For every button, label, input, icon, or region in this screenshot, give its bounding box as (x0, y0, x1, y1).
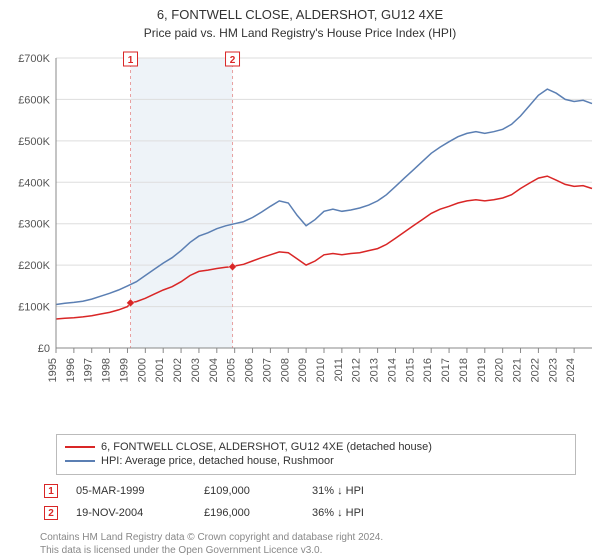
svg-text:£500K: £500K (18, 136, 50, 148)
svg-text:2014: 2014 (386, 358, 398, 382)
footer-line-1: Contains HM Land Registry data © Crown c… (40, 531, 383, 544)
svg-text:2024: 2024 (565, 358, 577, 382)
svg-text:£0: £0 (38, 343, 50, 355)
svg-text:2017: 2017 (440, 358, 452, 382)
svg-text:£600K: £600K (18, 94, 50, 106)
event-date: 19-NOV-2004 (76, 507, 186, 519)
svg-text:2022: 2022 (529, 358, 541, 382)
legend-row: HPI: Average price, detached house, Rush… (65, 454, 567, 468)
svg-text:2015: 2015 (404, 358, 416, 382)
event-table: 1 05-MAR-1999 £109,000 31% ↓ HPI 2 19-NOV-200… (40, 480, 580, 524)
svg-text:2008: 2008 (279, 358, 291, 382)
svg-text:2013: 2013 (369, 358, 381, 382)
svg-text:2005: 2005 (226, 358, 238, 382)
line-chart: £0 £100K £200K £300K £400K £500K £600K £700K 199… (0, 48, 600, 408)
event-delta: 31% ↓ HPI (312, 485, 412, 497)
legend-label: 6, FONTWELL CLOSE, ALDERSHOT, GU12 4XE (… (101, 441, 432, 453)
svg-text:2019: 2019 (476, 358, 488, 382)
svg-text:2018: 2018 (458, 358, 470, 382)
chart-area: £0 £100K £200K £300K £400K £500K £600K £700K 199… (0, 48, 600, 408)
svg-text:2000: 2000 (136, 358, 148, 382)
svg-text:2011: 2011 (333, 358, 345, 382)
legend: 6, FONTWELL CLOSE, ALDERSHOT, GU12 4XE (… (56, 434, 576, 475)
footer-line-2: This data is licensed under the Open Gov… (40, 544, 383, 557)
svg-text:1996: 1996 (65, 358, 77, 382)
event-price: £196,000 (204, 507, 294, 519)
event-marker-badge: 1 (44, 484, 58, 498)
svg-text:£100K: £100K (18, 302, 50, 314)
svg-text:2012: 2012 (351, 358, 363, 382)
svg-text:1999: 1999 (118, 358, 130, 382)
svg-text:2010: 2010 (315, 358, 327, 382)
svg-text:2021: 2021 (512, 358, 524, 382)
legend-label: HPI: Average price, detached house, Rush… (101, 455, 334, 467)
chart-title: 6, FONTWELL CLOSE, ALDERSHOT, GU12 4XE (0, 0, 600, 24)
svg-text:2: 2 (230, 55, 236, 66)
svg-text:2009: 2009 (297, 358, 309, 382)
svg-text:2007: 2007 (261, 358, 273, 382)
attribution-footer: Contains HM Land Registry data © Crown c… (40, 531, 383, 557)
svg-text:2004: 2004 (208, 358, 220, 382)
svg-text:£200K: £200K (18, 260, 50, 272)
svg-text:2001: 2001 (154, 358, 166, 382)
svg-text:2023: 2023 (547, 358, 559, 382)
event-delta: 36% ↓ HPI (312, 507, 412, 519)
legend-swatch (65, 460, 95, 462)
svg-text:1997: 1997 (83, 358, 95, 382)
svg-text:2006: 2006 (244, 358, 256, 382)
svg-text:£700K: £700K (18, 53, 50, 65)
event-date: 05-MAR-1999 (76, 485, 186, 497)
event-marker-badge: 2 (44, 506, 58, 520)
svg-text:£300K: £300K (18, 219, 50, 231)
svg-text:1995: 1995 (47, 358, 59, 382)
svg-text:2002: 2002 (172, 358, 184, 382)
event-row: 2 19-NOV-2004 £196,000 36% ↓ HPI (40, 502, 580, 524)
svg-text:2016: 2016 (422, 358, 434, 382)
svg-text:2020: 2020 (494, 358, 506, 382)
svg-text:1: 1 (128, 55, 134, 66)
svg-text:1998: 1998 (101, 358, 113, 382)
chart-subtitle: Price paid vs. HM Land Registry's House … (0, 24, 600, 40)
legend-swatch (65, 446, 95, 448)
svg-text:2003: 2003 (190, 358, 202, 382)
event-row: 1 05-MAR-1999 £109,000 31% ↓ HPI (40, 480, 580, 502)
event-price: £109,000 (204, 485, 294, 497)
svg-text:£400K: £400K (18, 177, 50, 189)
legend-row: 6, FONTWELL CLOSE, ALDERSHOT, GU12 4XE (… (65, 440, 567, 454)
